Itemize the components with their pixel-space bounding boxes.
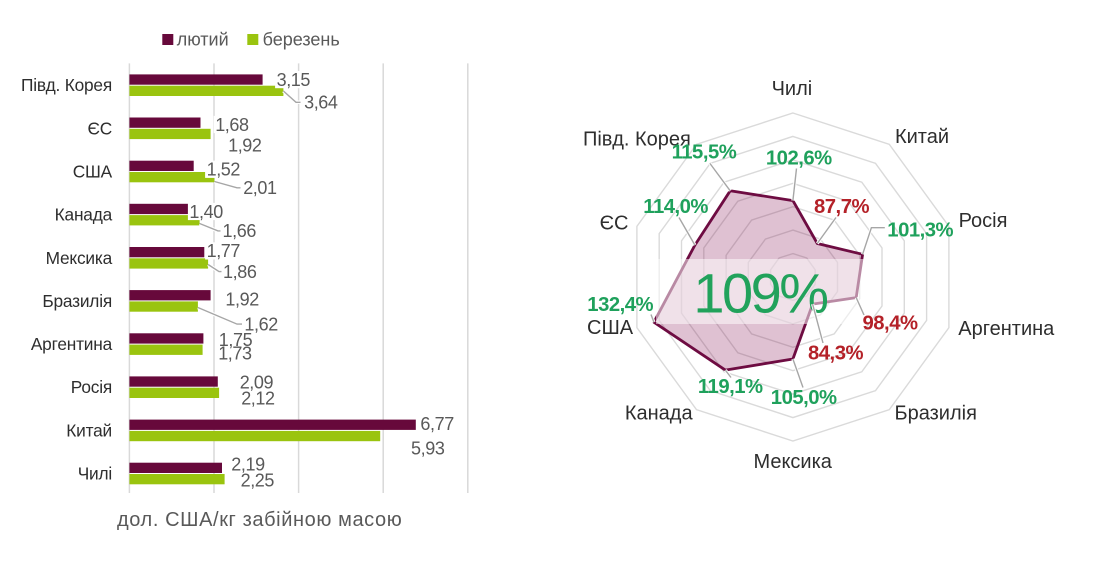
svg-text:Китай: Китай xyxy=(66,420,112,440)
svg-text:98,4%: 98,4% xyxy=(863,313,918,335)
svg-text:дол. США/кг забійною масою: дол. США/кг забійною масою xyxy=(117,509,402,531)
svg-text:Мексика: Мексика xyxy=(46,248,113,268)
svg-text:1,77: 1,77 xyxy=(207,241,241,261)
svg-text:87,7%: 87,7% xyxy=(814,196,869,218)
svg-text:132,4%: 132,4% xyxy=(587,294,653,316)
svg-text:1,40: 1,40 xyxy=(189,202,223,222)
svg-text:Півд. Корея: Півд. Корея xyxy=(21,75,112,95)
svg-text:84,3%: 84,3% xyxy=(808,342,863,364)
svg-text:109%: 109% xyxy=(693,262,827,325)
svg-text:Півд. Корея: Півд. Корея xyxy=(583,129,691,151)
svg-text:2,09: 2,09 xyxy=(240,372,274,392)
svg-text:Канада: Канада xyxy=(55,205,113,225)
svg-text:1,86: 1,86 xyxy=(223,262,257,282)
svg-text:Аргентина: Аргентина xyxy=(958,318,1055,340)
svg-text:3,15: 3,15 xyxy=(277,70,311,90)
svg-text:102,6%: 102,6% xyxy=(766,148,832,170)
svg-text:Мексика: Мексика xyxy=(753,451,832,473)
svg-text:2,19: 2,19 xyxy=(231,454,265,474)
svg-text:1,68: 1,68 xyxy=(215,115,249,135)
svg-text:6,77: 6,77 xyxy=(420,414,454,434)
svg-text:США: США xyxy=(73,162,113,182)
svg-text:Бразилія: Бразилія xyxy=(894,402,976,424)
svg-text:1,92: 1,92 xyxy=(228,136,262,156)
svg-text:114,0%: 114,0% xyxy=(643,196,708,218)
svg-text:ЄС: ЄС xyxy=(87,118,112,138)
svg-text:1,52: 1,52 xyxy=(207,160,241,180)
svg-text:5,93: 5,93 xyxy=(411,438,445,458)
svg-text:119,1%: 119,1% xyxy=(698,376,763,398)
svg-text:2,12: 2,12 xyxy=(241,389,275,409)
svg-text:1,92: 1,92 xyxy=(225,290,259,310)
svg-text:Канада: Канада xyxy=(625,402,694,424)
svg-text:2,25: 2,25 xyxy=(241,471,275,491)
svg-text:Китай: Китай xyxy=(895,126,949,148)
svg-text:115,5%: 115,5% xyxy=(672,142,737,164)
svg-text:Росія: Росія xyxy=(959,210,1008,232)
svg-text:1,62: 1,62 xyxy=(244,314,278,334)
svg-text:1,66: 1,66 xyxy=(223,221,257,241)
svg-text:Бразилія: Бразилія xyxy=(42,291,112,311)
svg-text:лютий: лютий xyxy=(177,30,229,50)
svg-text:ЄС: ЄС xyxy=(600,213,629,235)
svg-text:березень: березень xyxy=(263,30,340,50)
svg-text:105,0%: 105,0% xyxy=(771,387,837,409)
svg-text:США: США xyxy=(587,317,634,339)
svg-text:Чилі: Чилі xyxy=(78,464,112,484)
svg-text:1,75: 1,75 xyxy=(219,330,253,350)
svg-text:1,73: 1,73 xyxy=(218,343,252,363)
svg-text:2,01: 2,01 xyxy=(243,178,277,198)
svg-text:3,64: 3,64 xyxy=(304,93,338,113)
svg-text:101,3%: 101,3% xyxy=(887,219,953,241)
svg-text:Чилі: Чилі xyxy=(772,78,813,100)
svg-text:Росія: Росія xyxy=(71,377,112,397)
svg-text:Аргентина: Аргентина xyxy=(31,334,113,354)
